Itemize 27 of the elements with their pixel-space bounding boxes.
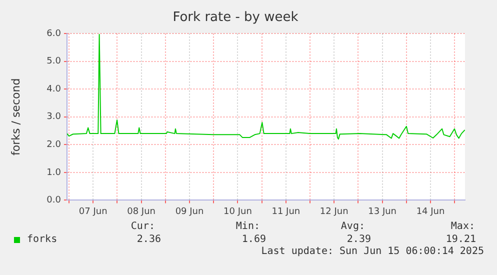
x-tick-label: 07 Jun	[78, 206, 108, 217]
text: Min:	[234, 221, 260, 232]
y-tick-label: 3.0	[46, 112, 62, 122]
legend-label: forks	[27, 234, 58, 245]
y-axis-title: forks / second	[9, 78, 22, 156]
x-tick-label: 14 Jun	[416, 206, 445, 217]
text: 2.36	[136, 234, 161, 245]
chart-title: Fork rate - by week	[172, 10, 299, 26]
text: Last update: Sun Jun 15 06:00:14 2025	[260, 246, 485, 257]
text: 2.39	[346, 234, 371, 245]
y-tick-label: 4.0	[46, 84, 62, 94]
x-tick-label: 11 Jun	[272, 206, 300, 217]
y-tick-label: 1.0	[46, 168, 62, 178]
x-tick-label: 13 Jun	[368, 206, 397, 217]
text: Cur:	[130, 221, 155, 232]
x-tick-label: 09 Jun	[175, 206, 204, 217]
text: 1.69	[240, 234, 266, 245]
x-tick-label: 12 Jun	[320, 206, 348, 217]
text: 19.21	[444, 234, 476, 245]
x-tick-label: 10 Jun	[224, 206, 252, 217]
y-tick-label: 2.0	[46, 140, 62, 150]
text: Max:	[450, 221, 475, 232]
y-tick-label: 0.0	[46, 196, 62, 206]
text: Avg:	[340, 221, 365, 232]
y-tick-label: 5.0	[46, 56, 62, 67]
x-tick-label: 08 Jun	[127, 206, 156, 217]
y-tick-label: 6.0	[46, 28, 62, 39]
